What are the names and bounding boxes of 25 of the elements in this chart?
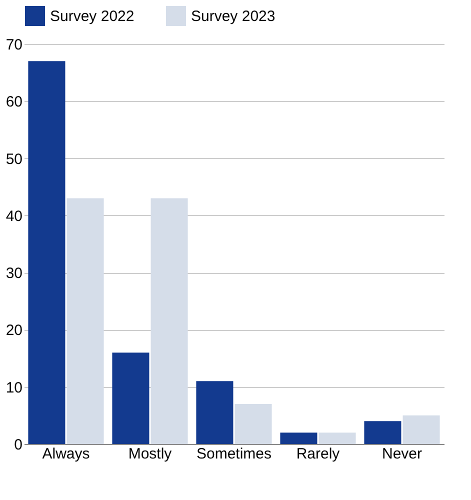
bar: [112, 352, 150, 444]
x-tick-label: Sometimes: [196, 446, 272, 462]
bar: [28, 61, 66, 444]
legend-label: Survey 2023: [191, 8, 276, 25]
y-tick-label: 30: [6, 265, 22, 282]
bar: [66, 198, 104, 444]
y-tick-label: 0: [14, 436, 22, 454]
bar: [280, 432, 318, 444]
y-tick-label: 40: [6, 208, 22, 225]
bar: [318, 432, 356, 444]
bar: [364, 421, 402, 444]
x-tick-label: Never: [382, 446, 422, 462]
x-tick-label: Mostly: [128, 446, 172, 462]
y-tick-label: 50: [6, 150, 22, 168]
bar: [402, 415, 440, 444]
y-tick-label: 10: [6, 379, 22, 396]
x-tick-label: Rarely: [296, 446, 340, 462]
x-tick-label: Always: [42, 446, 90, 462]
y-tick-label: 20: [6, 322, 22, 340]
y-tick-label: 60: [6, 94, 22, 111]
bar: [234, 404, 272, 444]
y-tick-label: 70: [6, 36, 22, 54]
legend-label: Survey 2022: [50, 8, 134, 25]
bar: [196, 381, 234, 444]
bar: [150, 198, 188, 444]
